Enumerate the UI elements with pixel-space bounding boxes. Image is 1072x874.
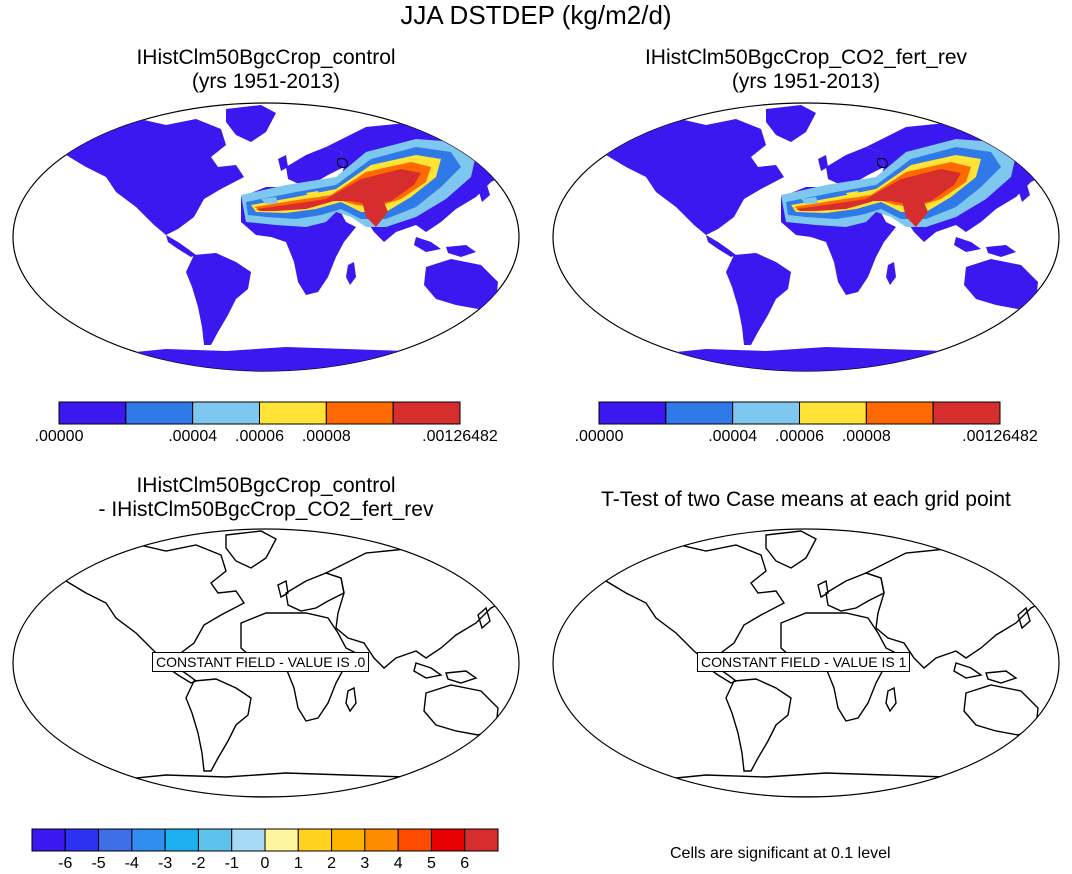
colorbar-1-swatch [125,401,194,425]
colorbar-1-swatch [192,401,261,425]
colorbar-2 [598,401,1001,425]
colorbar-2-swatch [732,401,801,425]
colorbar-difference-tick-label: -2 [191,855,206,872]
colorbar-1-tick-label: .00008 [301,428,351,445]
colorbar-difference-tick-label: 4 [393,855,403,872]
colorbar-2-tick-label: .00008 [841,428,891,445]
colorbar-difference-tick-label: -6 [58,855,73,872]
panel-2-title: IHistClm50BgcCrop_CO2_fert_rev (yrs 1951… [586,46,1026,94]
colorbar-difference-tick-label: -4 [124,855,139,872]
panel-4-title-line1: T-Test of two Case means at each grid po… [601,488,1011,511]
colorbar-2-swatch [865,401,934,425]
colorbar-2-swatch [598,401,667,425]
colorbar-2-swatch [799,401,867,425]
colorbar-difference-swatch [31,828,66,852]
colorbar-difference-swatch [64,828,100,852]
map-panel-2 [552,102,1060,372]
colorbar-difference-swatch [231,828,266,852]
panel-1-title-line1: IHistClm50BgcCrop_control [136,46,396,69]
colorbar-1 [58,401,461,425]
colorbar-2-tick-label: .00004 [708,428,758,445]
colorbar-difference [31,828,499,852]
colorbar-1-tick-label: .00004 [168,428,218,445]
main-title: JJA DSTDEP (kg/m2/d) [400,0,672,30]
colorbar-difference-tick-label: 3 [360,855,370,872]
significance-note: Cells are significant at 0.1 level [670,845,891,862]
colorbar-difference-tick-label: -1 [224,855,239,872]
colorbar-difference-tick-label: 1 [293,855,303,872]
colorbar-1-swatch [259,401,327,425]
colorbar-difference-swatch [98,828,133,852]
colorbar-difference-swatch [331,828,366,852]
constant-field-label-diff: CONSTANT FIELD - VALUE IS .0 [152,652,370,672]
panel-2-title-line2: (yrs 1951-2013) [731,70,881,93]
panel-3-title-line2: - IHistClm50BgcCrop_CO2_fert_rev [98,498,434,521]
constant-field-label-ttest: CONSTANT FIELD - VALUE IS 1 [697,652,911,672]
colorbar-1-swatch [392,401,461,425]
colorbar-difference-swatch [164,828,199,852]
colorbar-difference-swatch [464,828,499,852]
colorbar-2-tick-label: .00006 [775,428,824,445]
colorbar-difference-tick-label: -5 [91,855,106,872]
colorbar-difference-tick-label: -3 [158,855,173,872]
panel-1-title-line2: (yrs 1951-2013) [191,70,341,93]
colorbar-2-tick-label: .00126482 [962,428,1038,445]
panel-1-title: IHistClm50BgcCrop_control (yrs 1951-2013… [66,46,466,94]
colorbar-difference-swatch [364,828,399,852]
colorbar-difference-tick-label: 6 [460,855,470,872]
colorbar-2-tick-label: .00000 [574,428,624,445]
panel-3-title: IHistClm50BgcCrop_control - IHistClm50Bg… [46,474,486,522]
colorbar-1-tick-label: .00126482 [422,428,498,445]
colorbar-difference-swatch [197,828,233,852]
colorbar-2-swatch [932,401,1001,425]
colorbar-1-tick-label: .00000 [34,428,84,445]
panel-4-title: T-Test of two Case means at each grid po… [546,488,1066,512]
colorbar-1-swatch [325,401,394,425]
colorbar-difference-swatch [264,828,299,852]
colorbar-difference-swatch [430,828,466,852]
colorbar-difference-swatch [297,828,333,852]
colorbar-difference-tick-label: 5 [426,855,436,872]
colorbar-difference-tick-label: 0 [260,855,270,872]
colorbar-1-tick-label: .00006 [235,428,284,445]
colorbar-2-swatch [665,401,734,425]
panel-2-title-line1: IHistClm50BgcCrop_CO2_fert_rev [644,46,968,69]
panel-3-title-line1: IHistClm50BgcCrop_control [136,474,396,497]
colorbar-1-swatch [58,401,127,425]
map-panel-1 [12,102,520,372]
colorbar-difference-tick-label: 2 [327,855,337,872]
colorbar-difference-swatch [131,828,166,852]
colorbar-difference-swatch [397,828,432,852]
